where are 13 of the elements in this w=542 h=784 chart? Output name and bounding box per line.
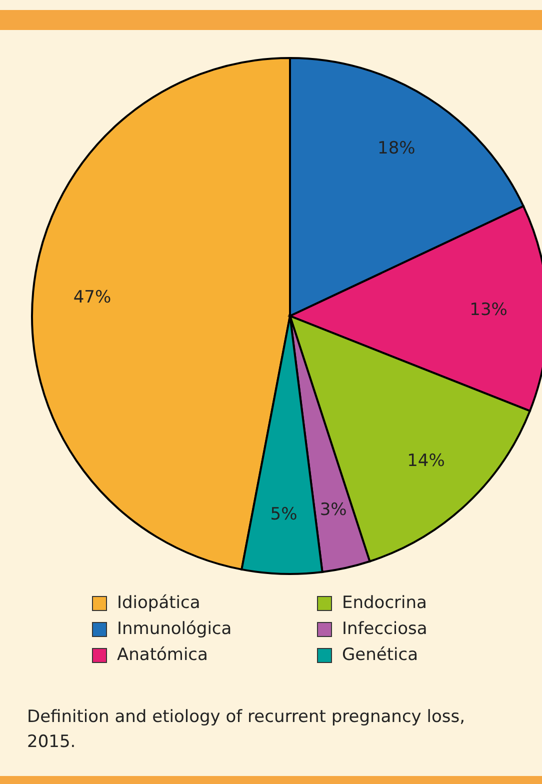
legend-label: Genética — [342, 645, 418, 665]
legend-label: Anatómica — [117, 645, 208, 665]
legend-label: Inmunológica — [117, 619, 232, 639]
data-label: 14% — [407, 450, 445, 471]
data-label: 47% — [73, 287, 112, 308]
legend-label: Endocrina — [342, 593, 427, 613]
legend-label: Infecciosa — [342, 619, 428, 639]
legend-label: Idiopática — [117, 593, 200, 613]
text: Definition and etiology of recurrent pregnancy loss, 2015. — [27, 706, 466, 754]
data-label: 5% — [270, 504, 298, 525]
data-label: 13% — [470, 300, 508, 320]
data-label: 18% — [378, 138, 416, 158]
data-label: 3% — [320, 500, 347, 520]
